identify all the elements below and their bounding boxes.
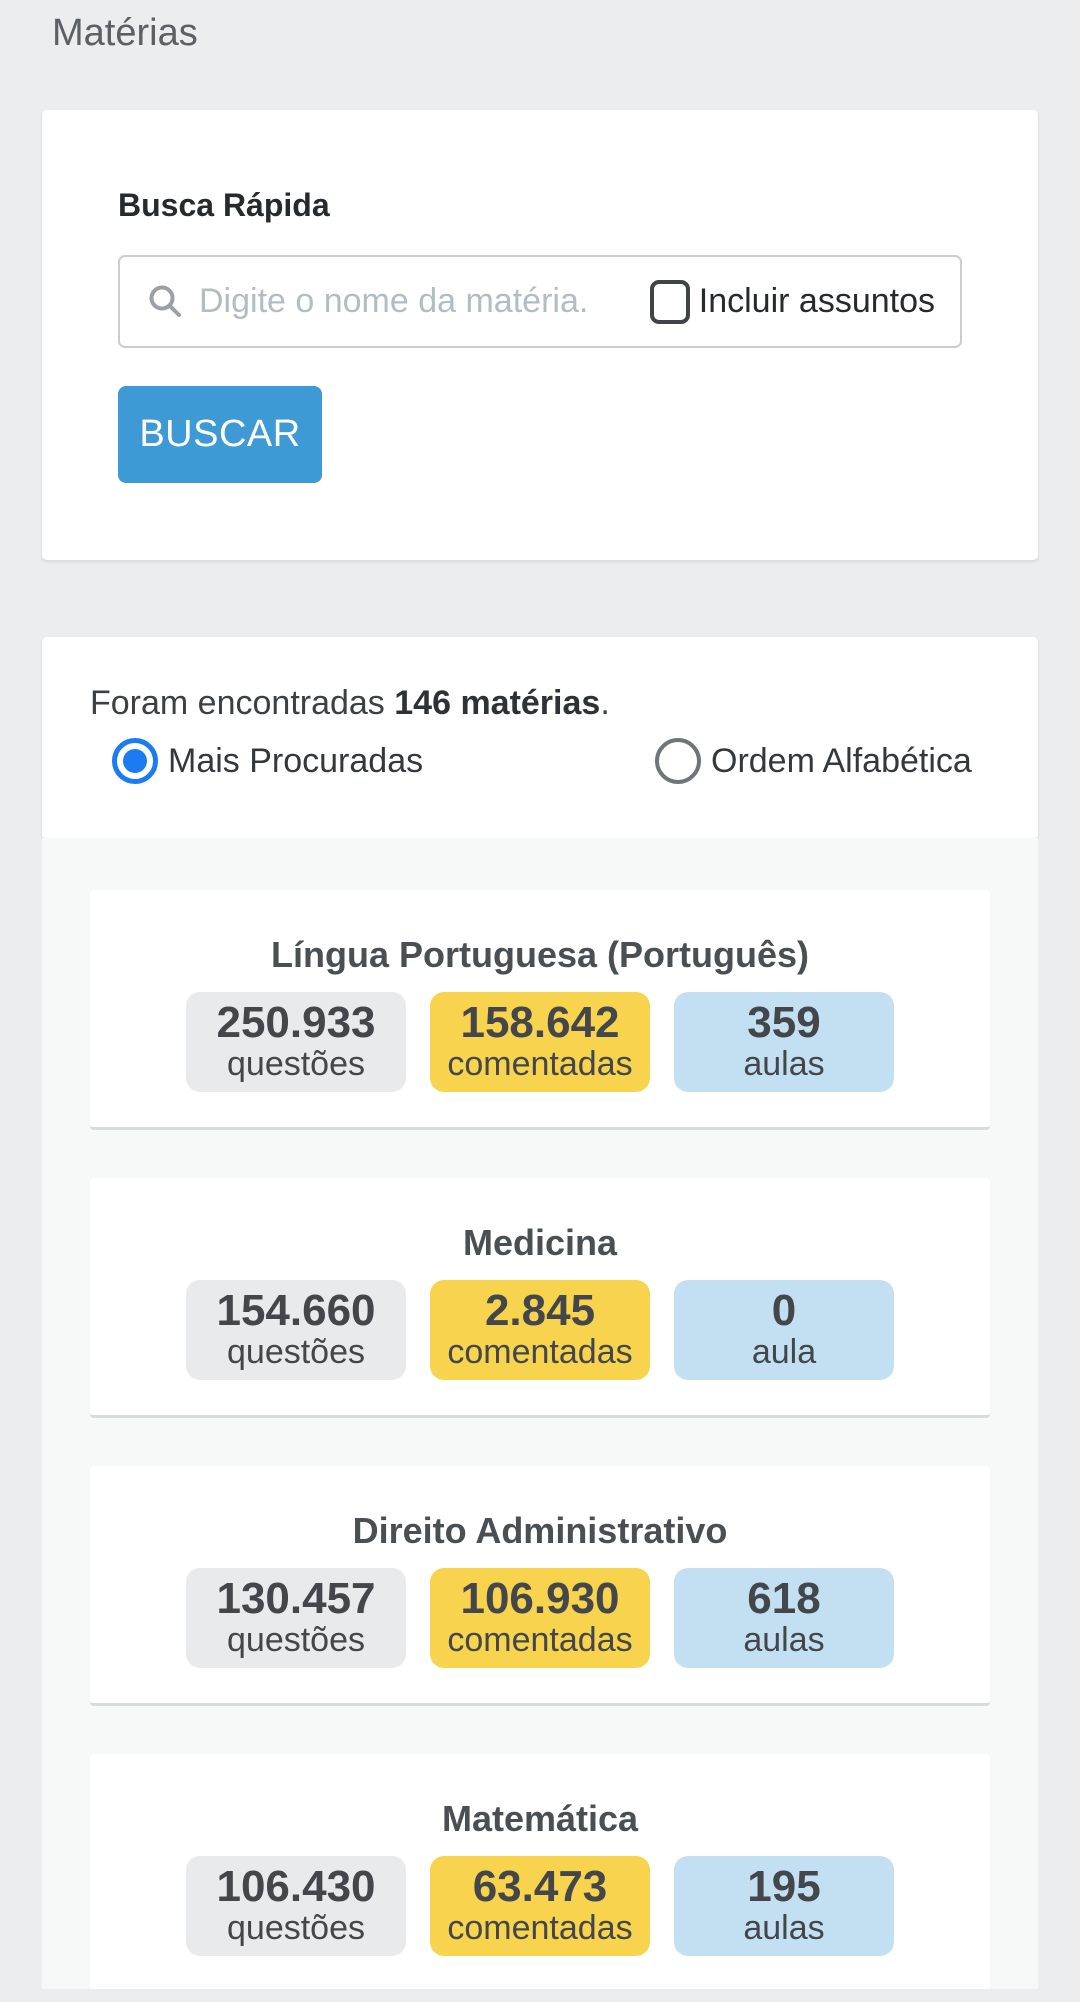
- subject-title: Medicina: [462, 1222, 618, 1263]
- commented-label: comentadas: [447, 1045, 633, 1083]
- questions-value: 106.430: [216, 1862, 376, 1911]
- questions-label: questões: [227, 1333, 365, 1371]
- questions-value: 250.933: [216, 998, 376, 1047]
- sort-radio-icon[interactable]: [655, 738, 701, 784]
- lessons-value: 195: [747, 1862, 821, 1911]
- include-topics-checkbox[interactable]: [649, 279, 690, 324]
- lessons-label: aulas: [743, 1621, 825, 1659]
- commented-label: comentadas: [447, 1621, 633, 1659]
- commented-label: comentadas: [447, 1333, 633, 1371]
- lessons-chip: 618 aulas: [674, 1568, 894, 1668]
- subject-search-field: Incluir assuntos: [118, 255, 962, 348]
- lessons-chip: 359 aulas: [674, 992, 894, 1092]
- quick-search-panel: Busca Rápida Incluir assuntos BUSCAR: [42, 110, 1038, 560]
- questions-label: questões: [227, 1621, 365, 1659]
- search-button[interactable]: BUSCAR: [118, 386, 322, 483]
- sort-radio-icon[interactable]: [112, 738, 158, 784]
- questions-chip: 130.457 questões: [186, 1568, 406, 1668]
- questions-label: questões: [227, 1045, 365, 1083]
- subject-stats-row: 130.457 questões 106.930 comentadas 618 …: [90, 1568, 990, 1668]
- commented-chip: 2.845 comentadas: [430, 1280, 650, 1380]
- subject-stats-row: 154.660 questões 2.845 comentadas 0 aula: [90, 1280, 990, 1380]
- subject-card[interactable]: Língua Portuguesa (Português) 250.933 qu…: [90, 890, 990, 1130]
- page-title: Matérias: [52, 12, 198, 54]
- lessons-label: aula: [751, 1333, 817, 1371]
- lessons-value: 618: [747, 1574, 821, 1623]
- sort-option[interactable]: Ordem Alfabética: [655, 738, 972, 784]
- questions-chip: 250.933 questões: [186, 992, 406, 1092]
- commented-chip: 63.473 comentadas: [430, 1856, 650, 1956]
- results-count-suffix: .: [600, 684, 610, 722]
- lessons-chip: 0 aula: [674, 1280, 894, 1380]
- lessons-chip: 195 aulas: [674, 1856, 894, 1956]
- subject-stats-row: 106.430 questões 63.473 comentadas 195 a…: [90, 1856, 990, 1956]
- lessons-label: aulas: [743, 1909, 825, 1947]
- subject-card[interactable]: Matemática 106.430 questões 63.473 comen…: [90, 1754, 990, 1989]
- subject-title: Matemática: [441, 1798, 639, 1839]
- questions-label: questões: [227, 1909, 365, 1947]
- commented-value: 2.845: [484, 1286, 596, 1335]
- commented-chip: 106.930 comentadas: [430, 1568, 650, 1668]
- questions-value: 130.457: [216, 1574, 376, 1623]
- questions-chip: 154.660 questões: [186, 1280, 406, 1380]
- search-icon: [149, 285, 181, 317]
- sort-option-label: Mais Procuradas: [168, 741, 424, 780]
- subject-title: Direito Administrativo: [352, 1510, 728, 1551]
- results-count: Foram encontradas 146 matérias.: [90, 682, 990, 725]
- subject-search-input[interactable]: [199, 282, 650, 321]
- sort-option-label: Ordem Alfabética: [711, 741, 972, 780]
- lessons-value: 359: [747, 998, 821, 1047]
- subjects-list: Língua Portuguesa (Português) 250.933 qu…: [42, 838, 1038, 1989]
- sort-radio-group: Mais Procuradas Ordem Alfabética: [112, 738, 990, 784]
- commented-value: 63.473: [472, 1862, 608, 1911]
- questions-value: 154.660: [216, 1286, 376, 1335]
- lessons-value: 0: [771, 1286, 797, 1335]
- quick-search-heading: Busca Rápida: [118, 187, 330, 223]
- subject-card[interactable]: Direito Administrativo 130.457 questões …: [90, 1466, 990, 1706]
- commented-value: 158.642: [460, 998, 620, 1047]
- results-count-number: 146 matérias: [394, 684, 601, 722]
- results-count-prefix: Foram encontradas: [90, 684, 395, 722]
- commented-chip: 158.642 comentadas: [430, 992, 650, 1092]
- include-topics-option[interactable]: Incluir assuntos: [649, 279, 935, 324]
- commented-value: 106.930: [460, 1574, 620, 1623]
- questions-chip: 106.430 questões: [186, 1856, 406, 1956]
- subject-stats-row: 250.933 questões 158.642 comentadas 359 …: [90, 992, 990, 1092]
- commented-label: comentadas: [447, 1909, 633, 1947]
- subject-card[interactable]: Medicina 154.660 questões 2.845 comentad…: [90, 1178, 990, 1418]
- lessons-label: aulas: [743, 1045, 825, 1083]
- subject-title: Língua Portuguesa (Português): [270, 934, 809, 975]
- include-topics-label: Incluir assuntos: [698, 282, 935, 320]
- sort-option[interactable]: Mais Procuradas: [112, 738, 655, 784]
- results-panel: Foram encontradas 146 matérias. Mais Pro…: [42, 637, 1038, 838]
